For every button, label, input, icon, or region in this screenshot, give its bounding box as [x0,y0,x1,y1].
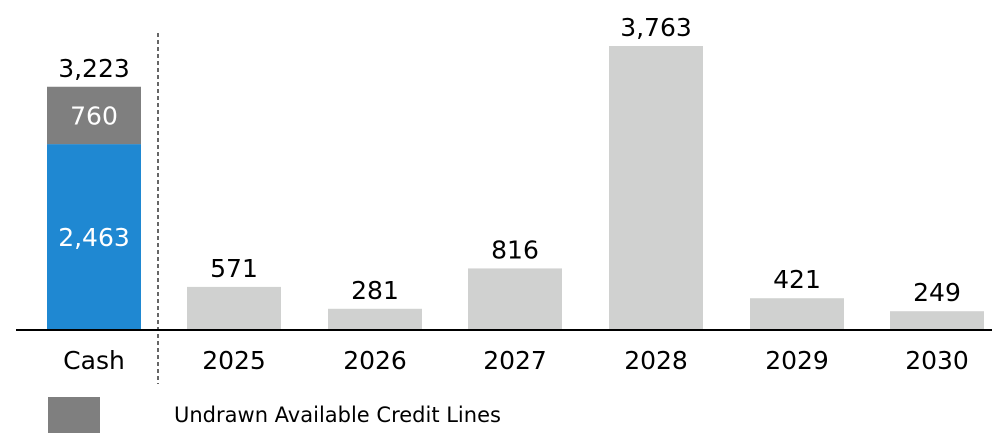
x-tick-label-2029: 2029 [765,346,829,375]
legend: Undrawn Available Credit Lines [48,397,501,433]
bar-undrawn-credit-segment [47,86,141,145]
x-tick-label-cash: Cash [63,346,125,375]
bar-2030 [890,311,984,330]
x-tick-labels: Cash 2025 2026 2027 2028 2029 2030 [63,346,969,375]
data-label-2026: 281 [351,276,399,305]
bar-2027 [468,268,562,330]
data-label-bar-cash-segment: 2,463 [58,223,130,252]
labels-group: 2,463 760 3,223 571 281 816 3,763 421 249 [58,13,961,307]
legend-label-undrawn-credit: Undrawn Available Credit Lines [174,403,501,427]
bar-cash-segment [47,144,141,330]
x-tick-label-2028: 2028 [624,346,688,375]
data-label-2029: 421 [773,265,821,294]
data-label-bar-undrawn-credit-segment: 760 [70,101,118,130]
bar-2025 [187,286,281,330]
data-label-2027: 816 [491,235,539,264]
bar-2026 [328,308,422,330]
bar-2028 [609,46,703,330]
data-label-2025: 571 [210,254,258,283]
x-tick-label-2027: 2027 [483,346,547,375]
x-tick-label-2026: 2026 [343,346,407,375]
x-tick-label-2030: 2030 [905,346,969,375]
bars-group [47,46,984,330]
data-label-2030: 249 [913,278,961,307]
data-label-2028: 3,763 [620,13,692,42]
data-label-cash-total: 3,223 [58,54,130,83]
bar-2029 [750,298,844,330]
x-tick-label-2025: 2025 [202,346,266,375]
legend-swatch-undrawn-credit [48,397,100,433]
